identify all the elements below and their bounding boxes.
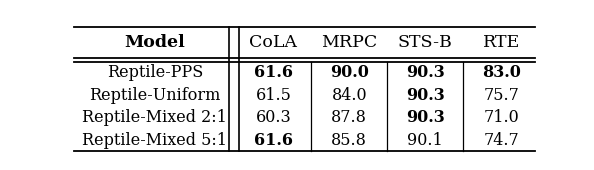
- Text: 61.6: 61.6: [254, 64, 293, 81]
- Text: 60.3: 60.3: [255, 109, 291, 126]
- Text: Reptile-Mixed 5:1: Reptile-Mixed 5:1: [83, 132, 228, 149]
- Text: Reptile-Uniform: Reptile-Uniform: [89, 87, 220, 104]
- Text: 71.0: 71.0: [484, 109, 519, 126]
- Text: 83.0: 83.0: [482, 64, 521, 81]
- Text: MRPC: MRPC: [321, 34, 377, 51]
- Text: 90.3: 90.3: [406, 64, 445, 81]
- Text: 74.7: 74.7: [484, 132, 519, 149]
- Text: 84.0: 84.0: [331, 87, 367, 104]
- Text: STS-B: STS-B: [398, 34, 453, 51]
- Text: 90.3: 90.3: [406, 87, 445, 104]
- Text: 90.0: 90.0: [330, 64, 369, 81]
- Text: 85.8: 85.8: [331, 132, 367, 149]
- Text: CoLA: CoLA: [249, 34, 297, 51]
- Text: 61.5: 61.5: [255, 87, 291, 104]
- Text: Reptile-Mixed 2:1: Reptile-Mixed 2:1: [83, 109, 228, 126]
- Text: 90.3: 90.3: [406, 109, 445, 126]
- Text: 61.6: 61.6: [254, 132, 293, 149]
- Text: 75.7: 75.7: [484, 87, 519, 104]
- Text: 90.1: 90.1: [407, 132, 443, 149]
- Text: Model: Model: [124, 34, 185, 51]
- Text: 87.8: 87.8: [331, 109, 367, 126]
- Text: Reptile-PPS: Reptile-PPS: [107, 64, 203, 81]
- Text: RTE: RTE: [482, 34, 520, 51]
